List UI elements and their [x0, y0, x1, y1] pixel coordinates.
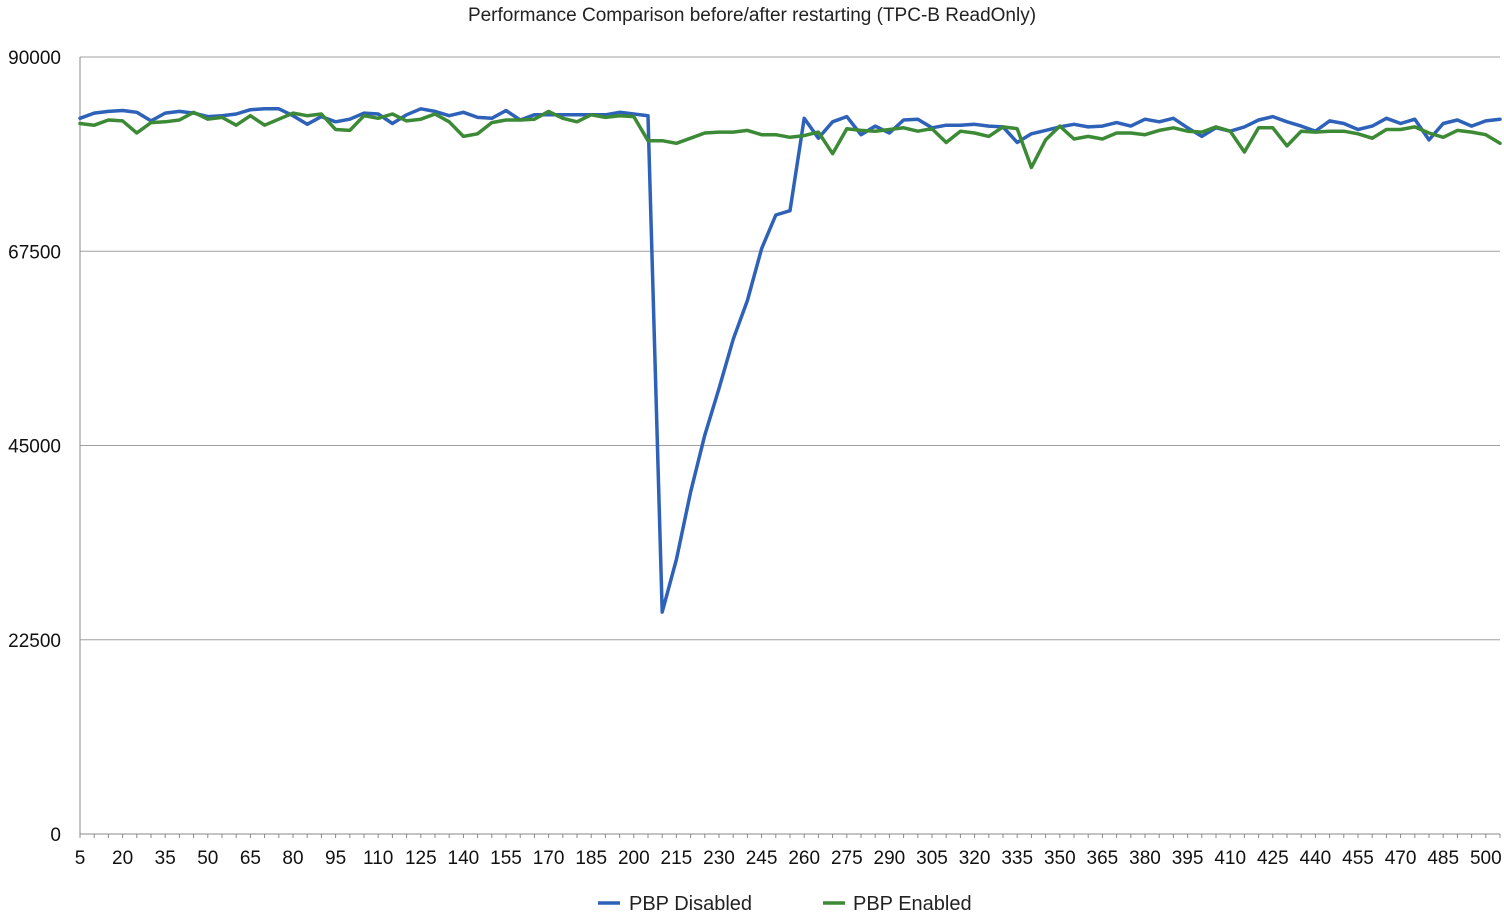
x-tick-label: 5: [75, 848, 86, 869]
x-tick-label: 260: [788, 848, 820, 869]
y-tick-label: 45000: [8, 437, 61, 458]
x-tick-label: 155: [490, 848, 522, 869]
x-tick-label: 380: [1129, 848, 1161, 869]
x-tick-label: 245: [746, 848, 778, 869]
x-tick-label: 170: [533, 848, 565, 869]
y-tick-label: 67500: [8, 242, 61, 263]
legend: PBP Disabled PBP Enabled: [598, 893, 972, 915]
legend-label: PBP Enabled: [853, 893, 972, 915]
x-tick-label: 425: [1257, 848, 1289, 869]
x-tick-label: 410: [1214, 848, 1246, 869]
x-tick-label: 305: [916, 848, 948, 869]
x-tick-label: 500: [1470, 848, 1502, 869]
x-tick-label: 50: [197, 848, 218, 869]
x-tick-label: 290: [874, 848, 906, 869]
x-tick-label: 185: [575, 848, 607, 869]
x-tick-label: 80: [282, 848, 303, 869]
x-tick-label: 455: [1342, 848, 1374, 869]
x-tick-label: 350: [1044, 848, 1076, 869]
y-tick-label: 0: [50, 825, 61, 846]
x-tick-label: 35: [155, 848, 176, 869]
series-layer: [78, 107, 1502, 614]
x-tick-label: 230: [703, 848, 735, 869]
chart-title: Performance Comparison before/after rest…: [467, 5, 1037, 26]
x-tick-label: 95: [325, 848, 346, 869]
x-tick-label: 470: [1385, 848, 1417, 869]
x-tick-label: 125: [405, 848, 437, 869]
legend-label: PBP Disabled: [629, 893, 752, 915]
grid-layer: [80, 56, 1500, 835]
series-line-pbp-enabled: [78, 109, 1502, 170]
x-tick-label: 395: [1172, 848, 1204, 869]
x-tick-label: 65: [240, 848, 261, 869]
x-tick-label: 140: [448, 848, 480, 869]
x-tick-label: 110: [363, 848, 393, 869]
x-tick-label: 365: [1087, 848, 1119, 869]
axis-layer: 0 22500 45000 67500 90000 5 20 35 50 65 80 95 110 125…: [8, 48, 1501, 869]
x-tick-label: 440: [1300, 848, 1332, 869]
x-tick-label: 215: [661, 848, 693, 869]
x-tick-label: 200: [618, 848, 650, 869]
y-tick-label: 22500: [8, 631, 61, 652]
x-tick-label: 275: [831, 848, 863, 869]
x-tick-label: 485: [1427, 848, 1459, 869]
x-tick-label: 320: [959, 848, 991, 869]
x-tick-label: 20: [112, 848, 133, 869]
y-tick-label: 90000: [8, 48, 61, 69]
series-line-pbp-disabled: [78, 107, 1502, 614]
x-tick-label: 335: [1001, 848, 1033, 869]
